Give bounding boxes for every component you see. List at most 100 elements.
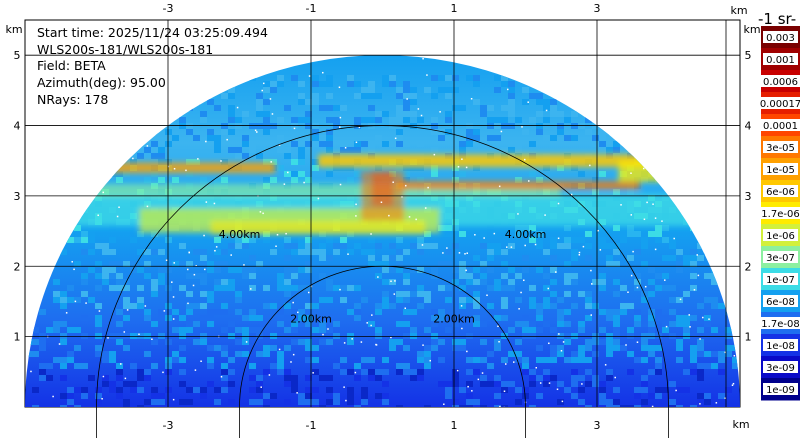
fan-cell — [473, 321, 480, 327]
fan-cell — [165, 387, 172, 393]
fan-cell — [536, 243, 543, 249]
speckle-dot — [172, 398, 175, 401]
fan-cell — [291, 159, 298, 165]
fan-cell — [333, 321, 340, 327]
speckle-dot — [118, 206, 120, 209]
fan-cell — [396, 87, 403, 93]
speckle-dot — [675, 389, 677, 392]
colorbar-label-bg — [756, 97, 800, 109]
range-ring-label: 4.00km — [505, 228, 547, 241]
fan-cell — [452, 399, 459, 405]
fan-cell — [683, 291, 690, 297]
fan-cell — [599, 387, 606, 393]
fan-cell — [389, 243, 396, 249]
fan-cell — [179, 345, 186, 351]
fan-cell — [396, 369, 403, 375]
fan-cell — [683, 315, 690, 321]
fan-cell — [536, 393, 543, 399]
speckle-dot — [73, 268, 75, 271]
fan-cell — [172, 261, 179, 267]
fan-cell — [165, 129, 172, 135]
speckle-dot — [493, 232, 496, 235]
fan-cell — [221, 123, 228, 129]
fan-cell — [389, 141, 396, 147]
fan-cell — [473, 129, 480, 135]
fan-cell — [221, 177, 228, 183]
fan-cell — [606, 255, 613, 261]
fan-cell — [354, 171, 361, 177]
fan-cell — [263, 303, 270, 309]
fan-cell — [312, 165, 319, 171]
speckle-dot — [466, 252, 468, 254]
fan-cell — [214, 237, 221, 243]
fan-cell — [634, 321, 641, 327]
fan-cell — [543, 369, 550, 375]
fan-cell — [60, 249, 67, 255]
fan-cell — [95, 405, 102, 407]
fan-cell — [214, 141, 221, 147]
speckle-dot — [539, 382, 542, 384]
fan-cell — [95, 351, 102, 357]
fan-cell — [480, 261, 487, 267]
fan-cell — [445, 387, 452, 393]
speckle-dot — [534, 243, 537, 246]
fan-cell — [179, 369, 186, 375]
fan-cell — [445, 261, 452, 267]
fan-cell — [389, 117, 396, 123]
fan-cell — [522, 327, 529, 333]
speckle-dot — [544, 214, 546, 216]
fan-cell — [403, 177, 410, 183]
fan-cell — [228, 87, 235, 93]
fan-cell — [263, 351, 270, 357]
fan-cell — [431, 129, 438, 135]
speckle-dot — [355, 141, 358, 144]
fan-cell — [410, 87, 417, 93]
fan-cell — [361, 141, 368, 147]
fan-cell — [501, 285, 508, 291]
fan-cell — [522, 369, 529, 375]
fan-cell — [291, 171, 298, 177]
fan-cell — [585, 345, 592, 351]
fan-cell — [102, 249, 109, 255]
fan-cell — [81, 315, 88, 321]
fan-cell — [382, 81, 389, 87]
speckle-dot — [474, 234, 476, 236]
fan-cell — [438, 225, 445, 231]
fan-cell — [123, 309, 130, 315]
fan-cell — [340, 285, 347, 291]
fan-cell — [158, 399, 165, 405]
fan-cell — [592, 177, 599, 183]
fan-cell — [690, 345, 697, 351]
fan-cell — [137, 231, 144, 237]
fan-cell — [221, 351, 228, 357]
fan-cell — [396, 405, 403, 407]
fan-cell — [487, 105, 494, 111]
speckle-dot — [644, 285, 647, 288]
fan-cell — [641, 375, 648, 381]
fan-cell — [410, 369, 417, 375]
fan-cell — [95, 243, 102, 249]
fan-cell — [53, 321, 60, 327]
fan-cell — [284, 105, 291, 111]
x-tick-label: -1 — [306, 419, 317, 432]
fan-cell — [473, 315, 480, 321]
fan-cell — [326, 81, 333, 87]
fan-cell — [235, 123, 242, 129]
fan-cell — [592, 381, 599, 387]
fan-cell — [697, 399, 704, 405]
speckle-dot — [124, 377, 127, 380]
fan-cell — [130, 333, 137, 339]
fan-cell — [249, 363, 256, 369]
fan-cell — [256, 93, 263, 99]
speckle-dot — [215, 246, 218, 248]
fan-cell — [102, 375, 109, 381]
fan-cell — [543, 285, 550, 291]
speckle-dot — [377, 276, 379, 278]
speckle-dot — [457, 166, 460, 168]
fan-cell — [277, 309, 284, 315]
fan-cell — [116, 321, 123, 327]
fan-cell — [249, 285, 256, 291]
fan-cell — [102, 267, 109, 273]
fan-cell — [179, 315, 186, 321]
fan-cell — [333, 249, 340, 255]
